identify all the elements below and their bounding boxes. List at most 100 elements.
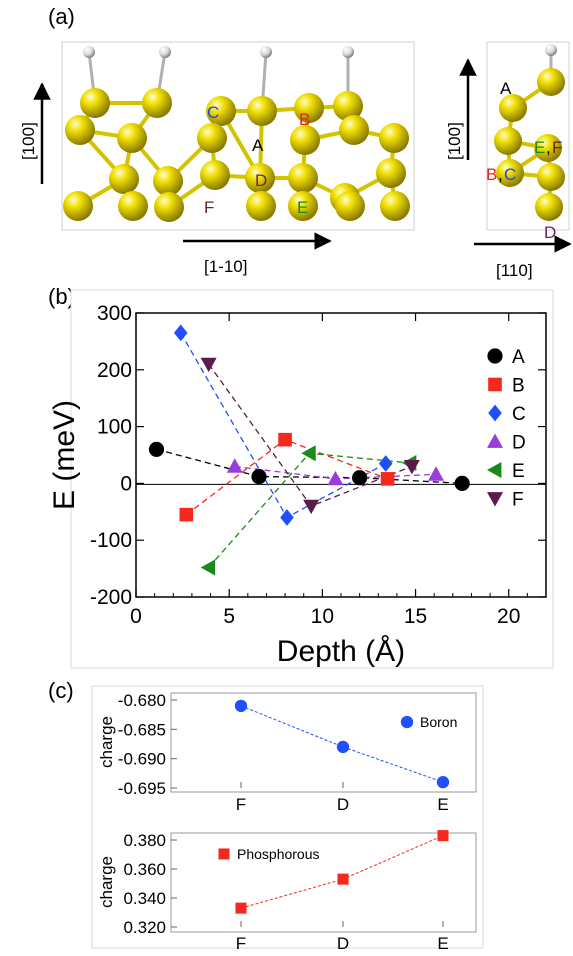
chart-c2-y-axis-title: charge [97,856,116,908]
side-site-label-c: C [504,165,516,184]
series-d-point [327,470,344,486]
series-d-point [428,466,445,481]
legend-label-phosphorous: Phosphorous [237,846,320,862]
chart-b-frame [70,289,554,669]
chart-b-y-axis-title: E (meV) [48,400,81,510]
y-tick-label: -0.690 [118,750,166,769]
x-tick-label: D [337,795,349,814]
y-tick-label: 200 [97,359,132,382]
series-b-point [179,507,194,522]
chart-c2-plot-area [170,832,477,933]
silicon-atom [534,134,562,162]
silicon-atom [63,191,93,221]
silicon-atom [294,93,324,123]
silicon-atom [333,91,363,121]
silicon-atom [154,192,184,222]
phosphorous-charge-chart: 0.380 0.360 0.340 0.320 F D E Phosphorous char… [97,830,477,953]
silicon-atom [290,125,320,155]
series-b-point [278,432,292,447]
series-c-point [173,324,188,342]
direction-label-100-left: [100] [19,122,38,160]
legend-label-boron: Boron [420,714,457,730]
boron-charge-chart: -0.680 -0.685 -0.690 -0.695 F D E Boron charge [91,685,484,949]
x-tick-label: E [437,934,448,953]
series-d-point [226,458,243,473]
silicon-atom [380,191,410,221]
panel-label-a: (a) [48,4,75,29]
site-label-e: E [297,198,308,217]
side-site-label-comma1: , [546,138,551,157]
silicon-atom [537,68,565,96]
silicon-atom [339,115,369,145]
series-f-point [200,357,217,373]
y-tick-label: -0.695 [118,779,166,798]
legend-marker-a [487,348,503,364]
hydrogen-atom [545,44,557,56]
silicon-atom [197,123,227,153]
legend-label-e: E [512,461,525,482]
x-tick-label: E [437,795,448,814]
silicon-atom [494,127,522,155]
series-a-point [352,470,368,486]
silicon-atom [288,163,318,193]
y-tick-label: 0.320 [123,918,166,937]
y-tick-label: -0.680 [118,691,166,710]
series-f-point [403,459,420,475]
slab-structure-side-view [486,41,570,231]
chart-c1-plot-area [170,692,477,793]
y-tick-label: 300 [97,302,132,325]
hydrogen-atom [260,46,272,58]
side-site-label-d: D [544,223,556,242]
series-e-point [301,445,316,462]
x-tick-label: D [337,934,349,953]
hydrogen-atom [159,46,171,58]
chart-b-x-axis-title: Depth (Å) [277,635,405,668]
side-site-label-f: F [552,138,562,157]
x-tick-label: 10 [311,605,334,628]
y-tick-label: 0.380 [123,831,166,850]
series-a-point [251,468,267,485]
hydrogen-atom [83,46,95,58]
side-site-label-e: E [534,138,545,157]
side-site-label-a: A [500,79,512,98]
x-tick-label: F [236,795,246,814]
y-tick-label: 0 [120,472,132,495]
series-phosphorous-point [337,873,349,885]
x-tick-label: 15 [404,605,427,628]
series-boron-point [234,699,248,713]
panel-label-c: (c) [48,678,74,703]
silicon-atom [499,94,527,122]
legend-label-d: D [512,433,526,454]
site-label-a: A [252,136,264,155]
silicon-atom [246,191,276,221]
y-tick-label: 0.340 [123,889,166,908]
silicon-atom [65,115,95,145]
silicon-atom [118,191,148,221]
x-tick-label: 0 [130,605,142,628]
legend-marker-f [487,492,503,507]
legend-label-a: A [512,347,525,368]
silicon-atom [142,88,172,118]
series-c-point [378,455,393,472]
silicon-atom [206,96,236,126]
y-tick-label: 0.360 [123,860,166,879]
legend-label-f: F [512,490,524,511]
site-label-f: F [204,198,214,217]
legend-label-b: B [512,376,525,397]
direction-label-100-right: [100] [445,122,464,160]
chart-c-frame [91,685,484,949]
site-label-c: C [207,103,219,122]
legend-marker-phosphorous [218,848,230,860]
series-e-point [200,559,216,576]
y-tick-label: -100 [90,529,132,552]
series-a-point [454,475,470,491]
panel-label-b: (b) [48,284,75,309]
silicon-atom [247,96,277,126]
direction-label-1-10: [1-10] [204,257,247,276]
silicon-atom [153,166,183,196]
series-b-point [380,472,395,486]
y-tick-label: -0.685 [118,720,166,739]
legend-label-c: C [512,404,526,425]
